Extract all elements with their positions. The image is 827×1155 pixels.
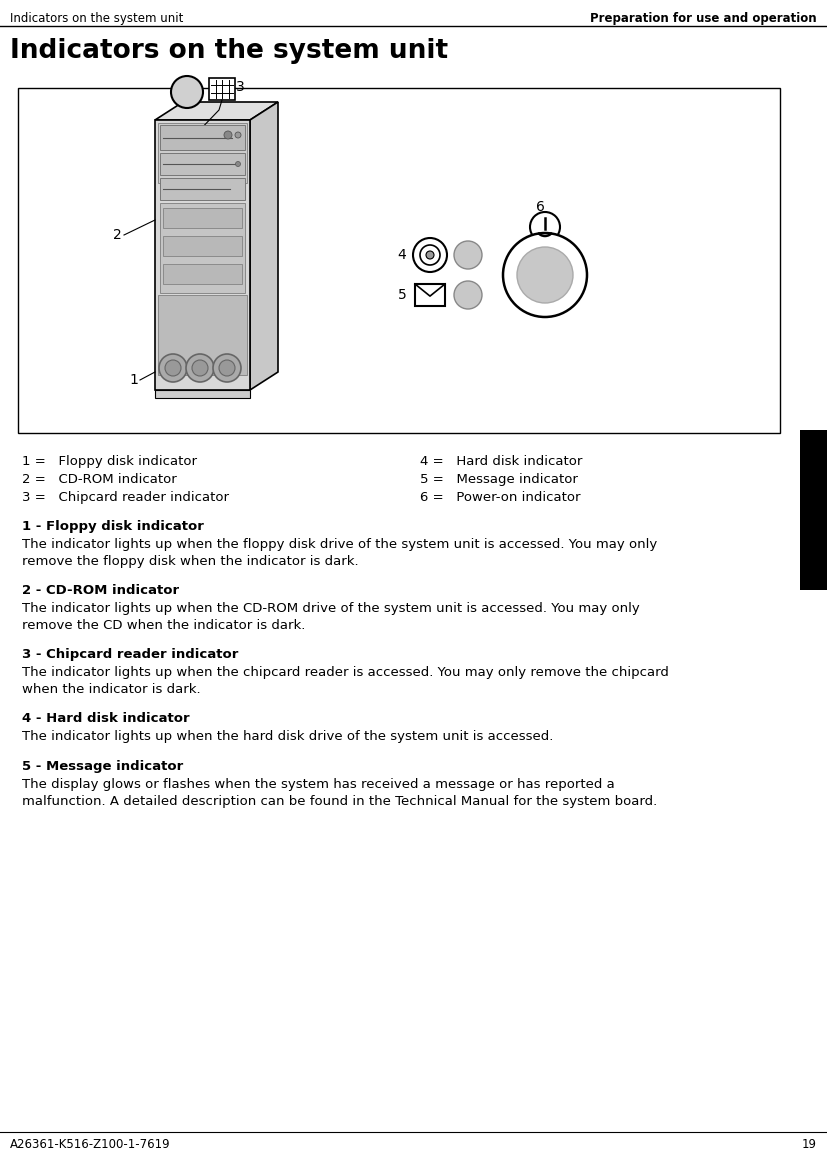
Circle shape	[530, 213, 560, 243]
Bar	[415, 284, 445, 306]
Text: 19: 19	[802, 1138, 817, 1152]
Bar	[160, 152, 245, 176]
Text: 5 =   Message indicator: 5 = Message indicator	[420, 474, 578, 486]
Bar	[800, 430, 827, 590]
Circle shape	[171, 76, 203, 109]
Bar	[160, 125, 245, 150]
Text: The indicator lights up when the chipcard reader is accessed. You may only remov: The indicator lights up when the chipcar…	[22, 666, 669, 696]
Bar	[158, 122, 247, 182]
Text: 3 - Chipcard reader indicator: 3 - Chipcard reader indicator	[22, 648, 238, 661]
Text: 1: 1	[129, 373, 138, 387]
Text: Preparation for use and operation: Preparation for use and operation	[590, 12, 817, 25]
Circle shape	[235, 132, 241, 137]
Circle shape	[454, 241, 482, 269]
Polygon shape	[155, 102, 278, 120]
Bar	[18, 88, 780, 433]
Circle shape	[413, 238, 447, 271]
Text: The display glows or flashes when the system has received a message or has repor: The display glows or flashes when the sy…	[22, 778, 657, 808]
Circle shape	[503, 233, 587, 316]
Circle shape	[454, 281, 482, 310]
Circle shape	[192, 360, 208, 377]
Circle shape	[159, 353, 187, 382]
Text: 5 - Message indicator: 5 - Message indicator	[22, 760, 184, 773]
Circle shape	[426, 251, 434, 259]
Circle shape	[224, 131, 232, 139]
Text: Indicators on the system unit: Indicators on the system unit	[10, 12, 184, 25]
Bar	[155, 390, 250, 398]
Text: 2: 2	[113, 228, 122, 243]
Text: 6 =   Power-on indicator: 6 = Power-on indicator	[420, 491, 581, 504]
Text: 4: 4	[398, 248, 406, 262]
Text: A26361-K516-Z100-1-7619: A26361-K516-Z100-1-7619	[10, 1138, 170, 1152]
Text: The indicator lights up when the CD-ROM drive of the system unit is accessed. Yo: The indicator lights up when the CD-ROM …	[22, 602, 640, 632]
Bar	[163, 236, 242, 256]
Bar	[158, 295, 247, 375]
Circle shape	[517, 247, 573, 303]
Bar	[160, 203, 245, 293]
Circle shape	[236, 162, 241, 166]
Bar	[155, 120, 250, 390]
Text: 3: 3	[236, 80, 245, 94]
Text: The indicator lights up when the floppy disk drive of the system unit is accesse: The indicator lights up when the floppy …	[22, 538, 657, 568]
Text: 3 =   Chipcard reader indicator: 3 = Chipcard reader indicator	[22, 491, 229, 504]
Text: 4 - Hard disk indicator: 4 - Hard disk indicator	[22, 711, 189, 725]
Text: 6: 6	[536, 200, 544, 214]
Text: 1 - Floppy disk indicator: 1 - Floppy disk indicator	[22, 520, 204, 532]
Text: Indicators on the system unit: Indicators on the system unit	[10, 38, 448, 64]
Bar	[209, 79, 235, 100]
Text: 2 =   CD-ROM indicator: 2 = CD-ROM indicator	[22, 474, 177, 486]
Text: The indicator lights up when the hard disk drive of the system unit is accessed.: The indicator lights up when the hard di…	[22, 730, 553, 743]
Circle shape	[420, 245, 440, 264]
Bar	[163, 264, 242, 284]
Text: 1 =   Floppy disk indicator: 1 = Floppy disk indicator	[22, 455, 197, 468]
Circle shape	[186, 353, 214, 382]
Text: 5: 5	[398, 288, 406, 301]
Text: 2 - CD-ROM indicator: 2 - CD-ROM indicator	[22, 584, 179, 597]
Circle shape	[219, 360, 235, 377]
Bar	[163, 208, 242, 228]
Circle shape	[213, 353, 241, 382]
Polygon shape	[250, 102, 278, 390]
Bar	[160, 178, 245, 200]
Text: 4 =   Hard disk indicator: 4 = Hard disk indicator	[420, 455, 582, 468]
Circle shape	[165, 360, 181, 377]
